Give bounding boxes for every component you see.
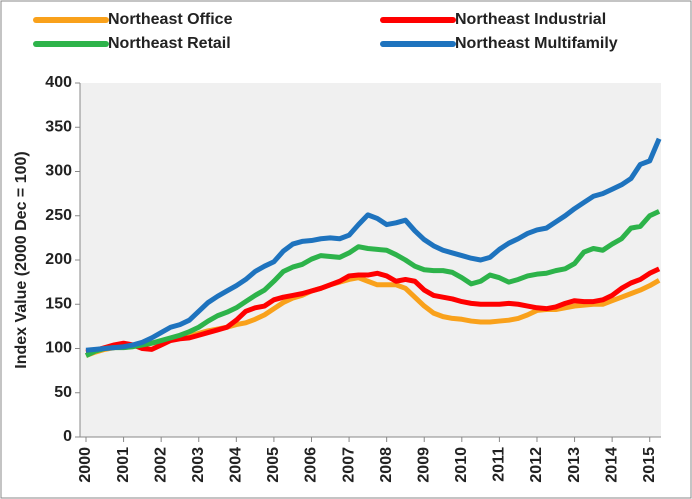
series-line (85, 137, 662, 353)
x-tick-label: 2000 (77, 447, 94, 483)
y-tick-label: 400 (45, 74, 72, 91)
y-tick-label: 200 (45, 251, 72, 268)
legend-label: Northeast Multifamily (455, 35, 618, 52)
x-tick-label: 2014 (603, 447, 620, 483)
x-tick-label: 2015 (641, 447, 658, 483)
y-tick-label: 250 (45, 207, 72, 224)
y-tick-label: 0 (63, 428, 72, 445)
legend-label: Northeast Industrial (455, 11, 606, 28)
x-tick-label: 2009 (415, 447, 432, 483)
y-tick-label: 150 (45, 295, 72, 312)
x-tick-label: 2011 (491, 447, 508, 482)
x-tick-label: 2012 (528, 447, 545, 483)
x-tick-label: 2008 (378, 447, 395, 483)
x-tick-label: 2003 (190, 447, 207, 483)
x-tick-label: 2002 (152, 447, 169, 483)
x-tick-label: 2004 (228, 447, 245, 483)
x-tick-label: 2010 (453, 447, 470, 483)
y-tick-label: 300 (45, 163, 72, 180)
plot-area (80, 83, 661, 437)
y-tick-label: 100 (45, 340, 72, 357)
x-tick-label: 2007 (340, 447, 357, 483)
x-tick-label: 2006 (303, 447, 320, 483)
y-axis-label: Index Value (2000 Dec = 100) (13, 151, 30, 368)
legend-label: Northeast Retail (108, 35, 231, 52)
y-tick-label: 350 (45, 118, 72, 135)
legend-label: Northeast Office (108, 11, 233, 28)
x-tick-label: 2001 (115, 447, 132, 483)
x-tick-label: 2005 (265, 447, 282, 483)
y-tick-label: 50 (54, 384, 72, 401)
series-line (84, 209, 661, 358)
series-line (85, 266, 661, 355)
x-tick-label: 2013 (566, 447, 583, 483)
